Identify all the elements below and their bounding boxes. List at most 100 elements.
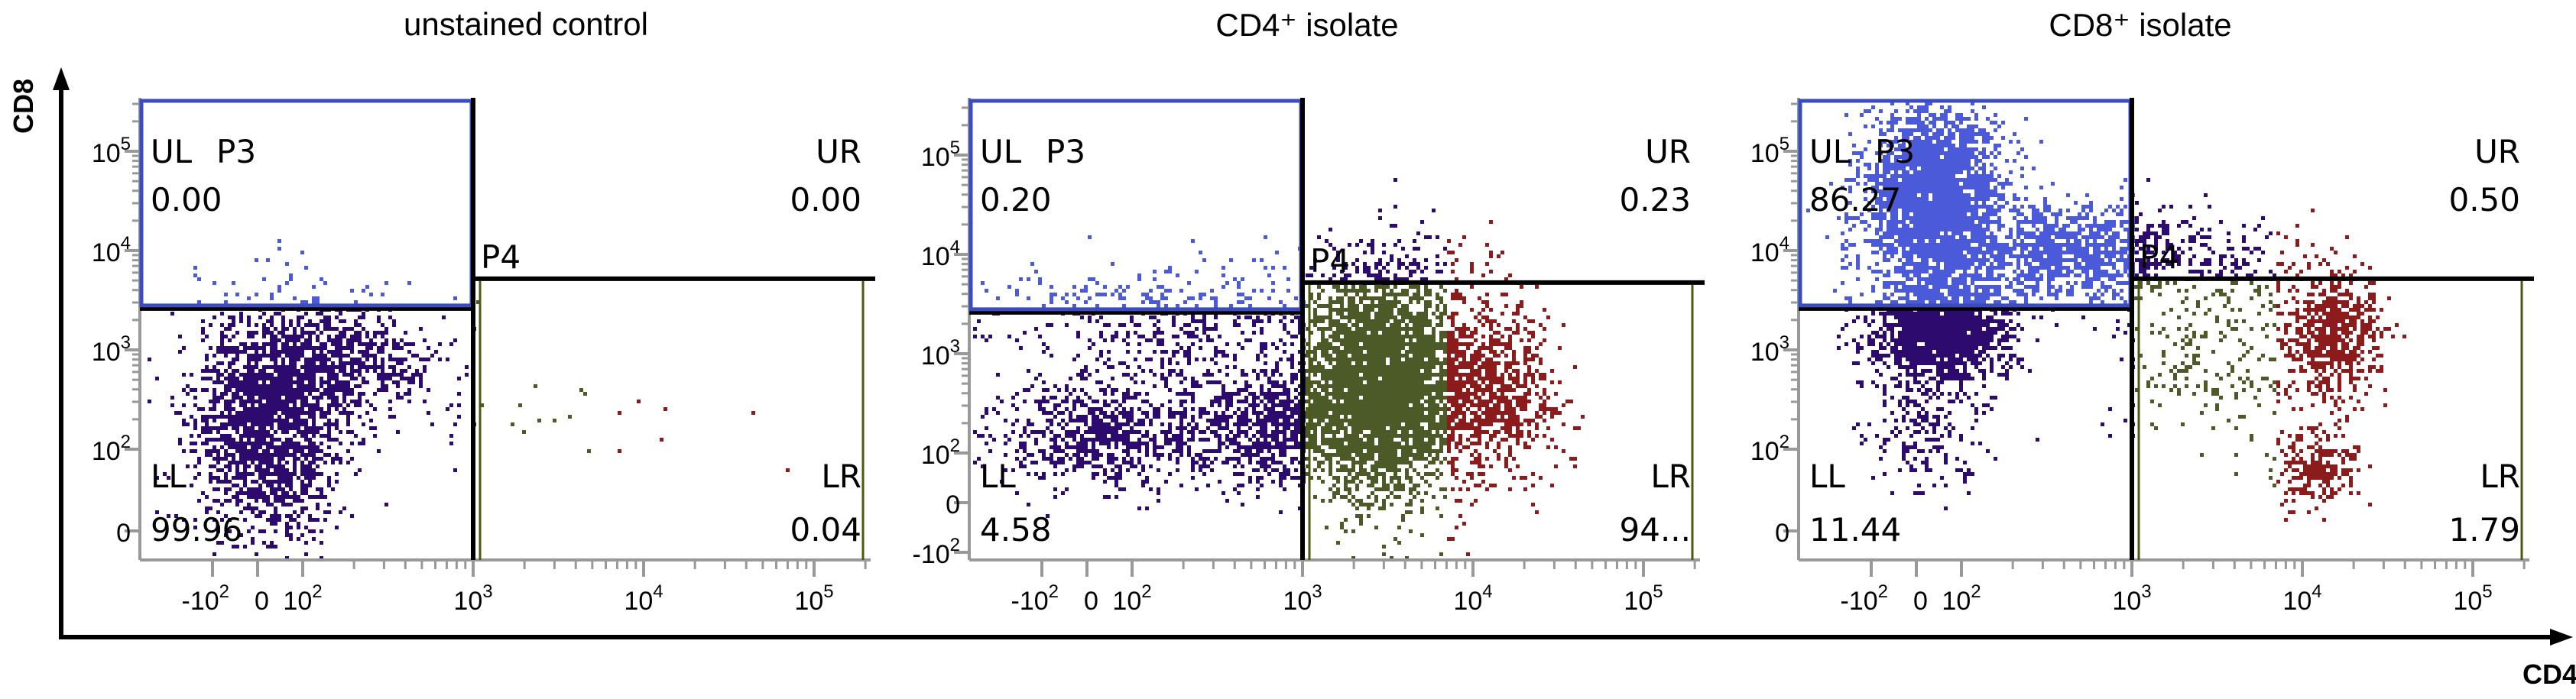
event-dot [1134, 358, 1137, 361]
event-dot [239, 411, 243, 415]
event-dot [1260, 430, 1264, 434]
event-dot [1157, 327, 1160, 331]
event-dot [981, 415, 985, 419]
event-dot [1141, 293, 1145, 296]
event-dot [1176, 468, 1179, 472]
event-dot [262, 457, 266, 461]
event-dot [1424, 373, 1428, 377]
event-dot [1191, 419, 1195, 422]
event-dot [274, 464, 277, 468]
event-dot [243, 506, 247, 510]
event-dot [1023, 388, 1027, 392]
event-dot [209, 323, 213, 327]
event-dot [354, 384, 358, 388]
event-dot [266, 468, 270, 472]
event-dot [243, 518, 247, 522]
event-dot [293, 407, 297, 411]
event-dot [308, 384, 312, 388]
event-dot [312, 384, 316, 388]
event-dot [1084, 377, 1088, 380]
event-dot [339, 312, 342, 316]
event-dot [973, 430, 977, 434]
event-dot [411, 373, 415, 377]
event-dot [335, 335, 339, 338]
event-dot [1309, 415, 1313, 419]
event-dot [323, 392, 327, 396]
event-dot [308, 403, 312, 407]
event-dot [362, 342, 365, 346]
event-dot [1260, 419, 1264, 422]
event-dot [1359, 361, 1363, 365]
event-dot [1248, 426, 1252, 430]
event-dot [235, 461, 239, 464]
event-dot [1252, 331, 1256, 335]
event-dot [308, 411, 312, 415]
event-dot [1286, 426, 1290, 430]
event-dot [1088, 346, 1092, 350]
event-dot [323, 380, 327, 384]
gate-p4[interactable] [479, 280, 865, 560]
event-dot [996, 411, 1000, 415]
event-dot [327, 434, 331, 438]
event-dot [1202, 464, 1206, 468]
event-dot [262, 468, 266, 472]
event-dot [1206, 484, 1210, 487]
event-dot [1160, 342, 1164, 346]
event-dot [1107, 358, 1111, 361]
event-dot [243, 461, 247, 464]
event-dot [266, 384, 270, 388]
event-dot [312, 453, 316, 457]
event-dot [213, 365, 216, 369]
event-dot [453, 468, 457, 472]
event-dot [1256, 358, 1260, 361]
event-dot [1367, 304, 1371, 308]
event-dot [270, 316, 274, 319]
event-dot [1290, 438, 1294, 442]
event-dot [327, 407, 331, 411]
event-dot [255, 464, 258, 468]
event-dot [1118, 438, 1122, 442]
event-dot [262, 335, 266, 338]
event-dot [388, 415, 392, 419]
event-dot [266, 472, 270, 476]
event-dot [1118, 361, 1122, 365]
event-dot [1046, 411, 1050, 415]
event-dot [335, 388, 339, 392]
event-dot [1099, 350, 1103, 354]
event-dot [178, 411, 182, 415]
event-dot [1332, 430, 1336, 434]
event-dot [981, 434, 985, 438]
event-dot [255, 487, 258, 491]
event-dot [1325, 342, 1329, 346]
event-dot [293, 495, 297, 499]
event-dot [205, 335, 209, 338]
event-dot [300, 484, 304, 487]
event-dot [1122, 373, 1126, 377]
event-dot [1397, 468, 1401, 472]
event-dot [358, 400, 362, 403]
event-dot [216, 449, 220, 453]
event-dot [1256, 316, 1260, 319]
event-dot [289, 480, 293, 484]
event-dot [262, 426, 266, 430]
event-dot [251, 510, 255, 514]
event-dot [235, 472, 239, 476]
event-dot [419, 358, 423, 361]
event-dot [293, 419, 297, 422]
event-dot [1233, 411, 1237, 415]
event-dot [247, 369, 251, 373]
event-dot [312, 442, 316, 445]
event-dot [232, 316, 235, 319]
event-dot [354, 434, 358, 438]
event-dot [289, 346, 293, 350]
event-dot [1069, 430, 1072, 434]
event-dot [511, 422, 514, 426]
event-dot [312, 415, 316, 419]
event-dot [1248, 449, 1252, 453]
event-dot [1237, 484, 1241, 487]
event-dot [350, 342, 354, 346]
event-dot [228, 377, 232, 380]
event-dot [297, 369, 300, 373]
event-dot [1126, 422, 1130, 426]
event-dot [1306, 380, 1309, 384]
